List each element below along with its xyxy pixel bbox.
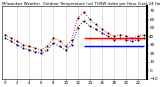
Text: Milwaukee Weather  Outdoor Temperature (vs) THSW Index per Hour (Last 24 Hours): Milwaukee Weather Outdoor Temperature (v… bbox=[2, 2, 160, 6]
